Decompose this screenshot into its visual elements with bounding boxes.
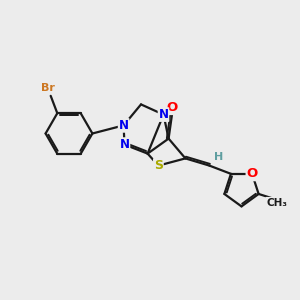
Text: S: S (154, 159, 163, 172)
Text: CH₃: CH₃ (266, 198, 287, 208)
Text: N: N (119, 138, 130, 151)
Text: O: O (247, 167, 258, 180)
Text: H: H (214, 152, 224, 162)
Text: N: N (158, 108, 169, 121)
Text: Br: Br (41, 83, 55, 93)
Text: O: O (167, 101, 178, 114)
Text: N: N (118, 119, 129, 132)
